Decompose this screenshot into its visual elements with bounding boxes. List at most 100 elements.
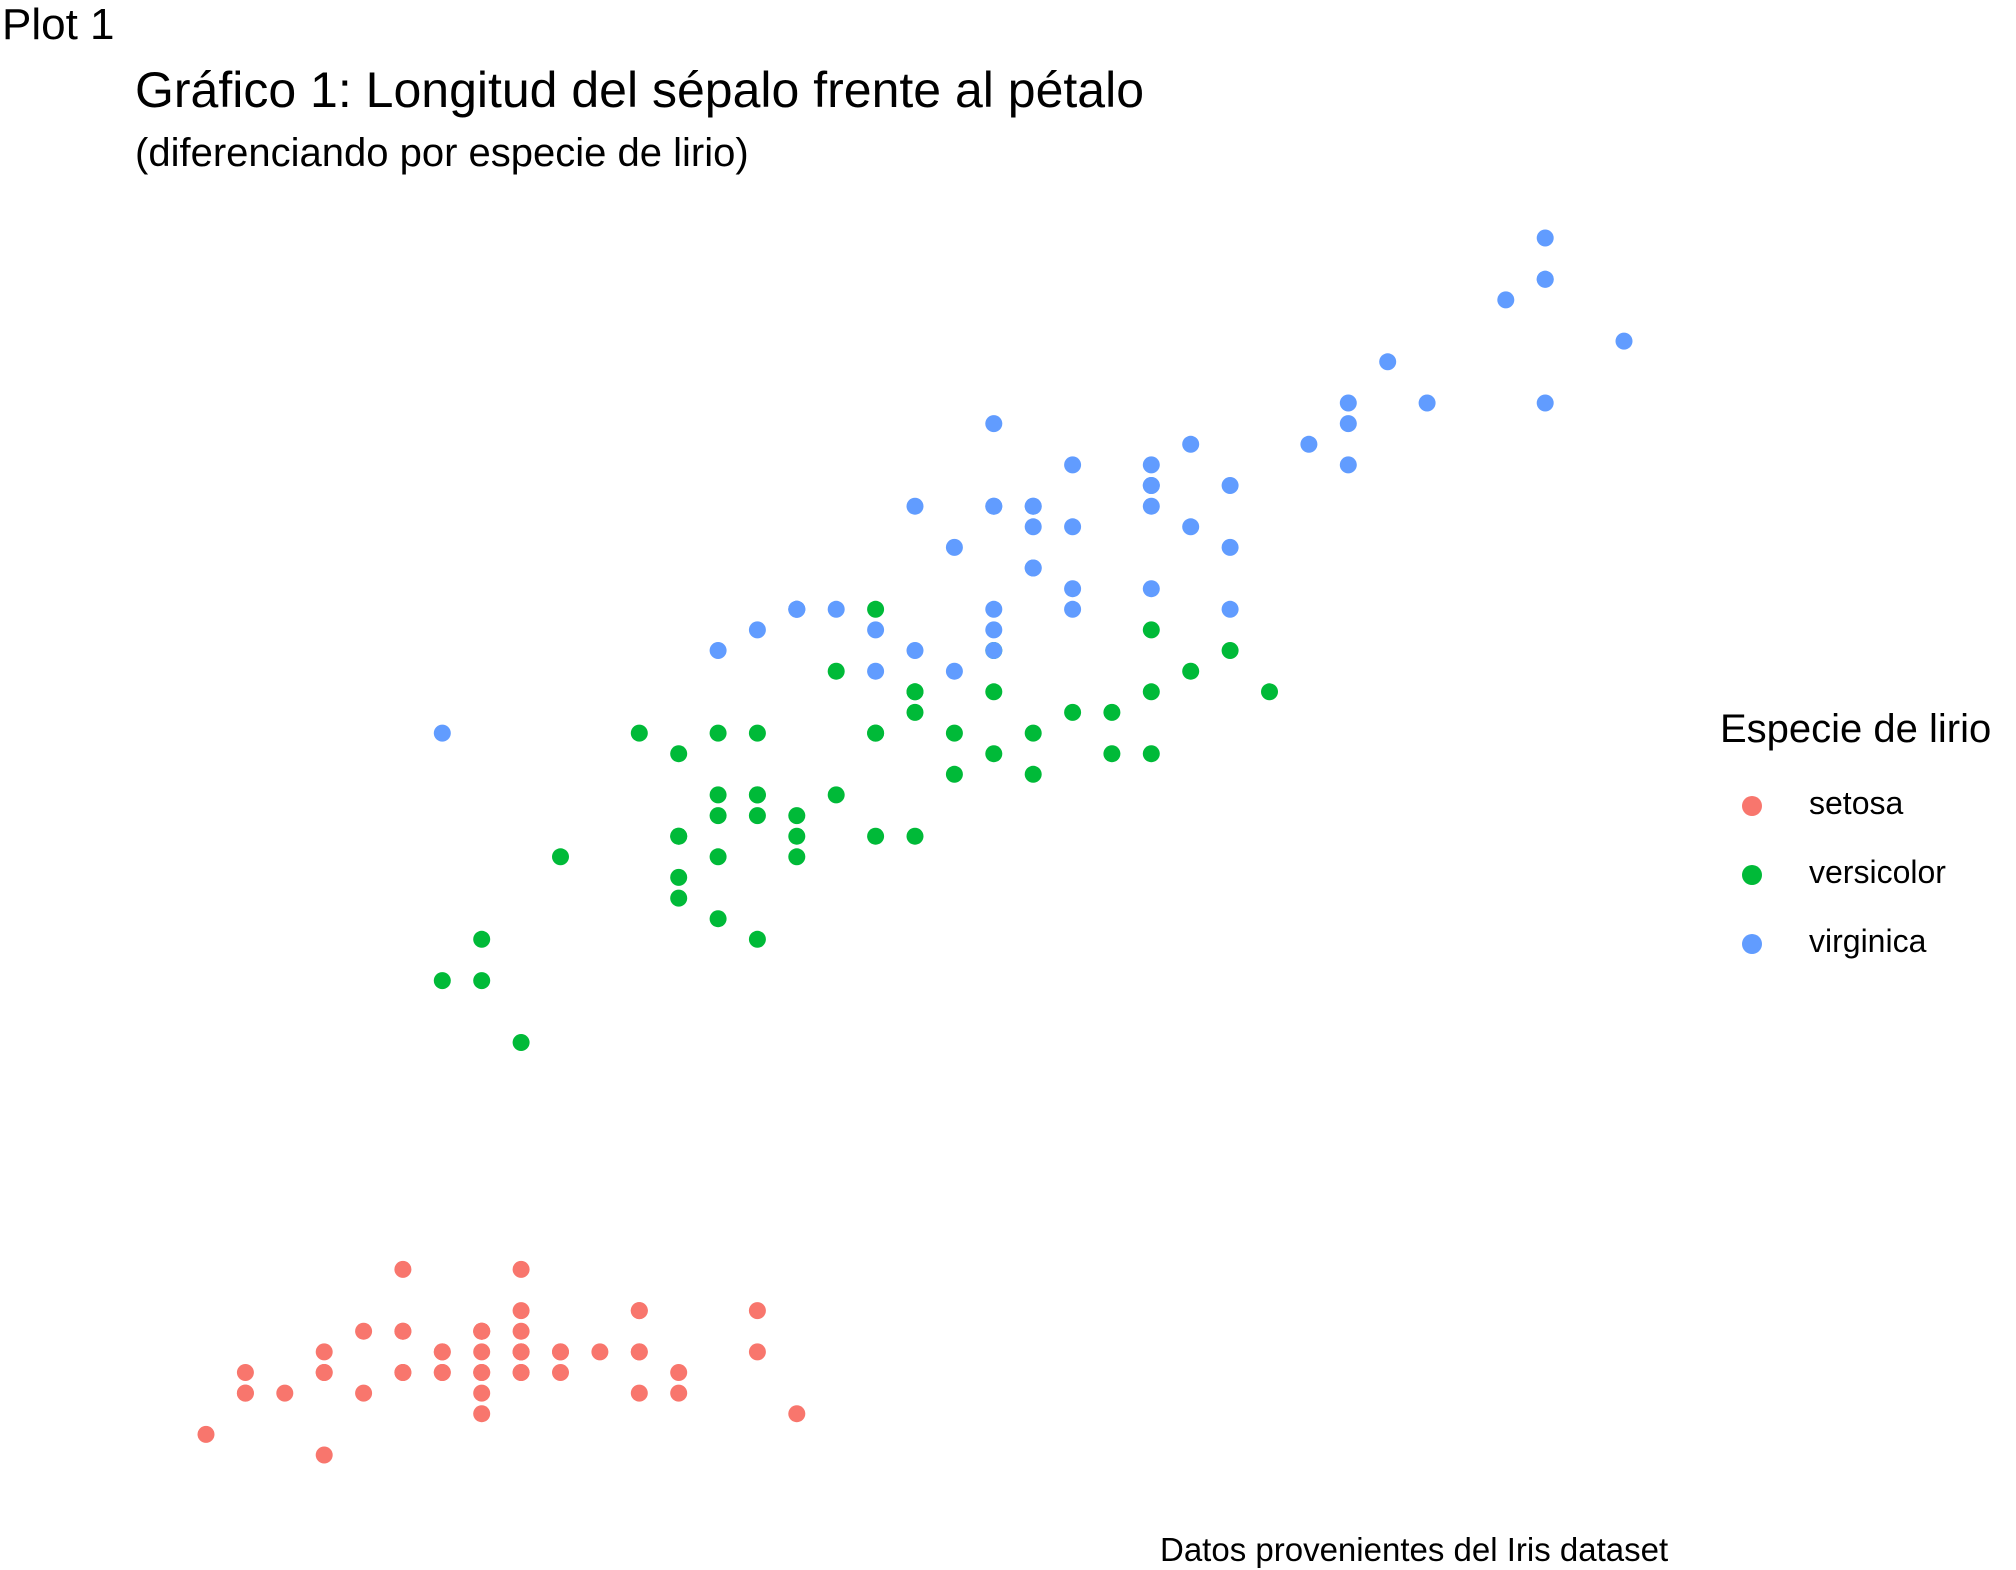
point-versicolor-38 xyxy=(709,807,727,825)
point-virginica-39 xyxy=(1221,538,1239,556)
point-setosa-30 xyxy=(394,1322,412,1340)
point-versicolor-31 xyxy=(670,889,688,907)
point-virginica-4 xyxy=(1064,456,1082,474)
point-versicolor-8 xyxy=(1103,703,1121,721)
point-setosa-46 xyxy=(512,1322,530,1340)
point-versicolor-14 xyxy=(709,910,727,928)
legend-item-setosa: setosa xyxy=(1720,785,2010,865)
point-setosa-34 xyxy=(433,1343,451,1361)
point-virginica-43 xyxy=(1182,435,1200,453)
point-virginica-35 xyxy=(1536,394,1554,412)
point-versicolor-30 xyxy=(670,868,688,886)
point-versicolor-23 xyxy=(906,683,924,701)
point-virginica-6 xyxy=(433,724,451,742)
point-setosa-35 xyxy=(473,1405,491,1423)
point-virginica-21 xyxy=(709,642,727,659)
point-setosa-28 xyxy=(552,1364,569,1381)
point-versicolor-48 xyxy=(512,1034,530,1051)
point-virginica-25 xyxy=(1339,415,1357,433)
point-virginica-16 xyxy=(1064,518,1082,536)
point-setosa-16 xyxy=(630,1384,648,1402)
legend-item-virginica: virginica xyxy=(1720,923,2010,1003)
point-setosa-13 xyxy=(197,1425,215,1443)
legend-key-virginica xyxy=(1742,934,1762,954)
point-setosa-8 xyxy=(236,1364,254,1381)
point-virginica-13 xyxy=(748,621,766,639)
point-setosa-24 xyxy=(394,1260,412,1278)
point-virginica-46 xyxy=(985,621,1003,639)
point-virginica-0 xyxy=(985,415,1003,433)
point-virginica-8 xyxy=(1142,456,1160,474)
plot-tag: Plot 1 xyxy=(2,0,115,49)
point-virginica-27 xyxy=(906,642,924,659)
chart-title: Gráfico 1: Longitud del sépalo frente al… xyxy=(135,62,1145,118)
point-virginica-37 xyxy=(1024,518,1042,536)
legend: Especie de lirio setosa versicolor virgi… xyxy=(1720,706,2010,1003)
point-versicolor-16 xyxy=(709,724,727,742)
point-setosa-43 xyxy=(473,1322,491,1340)
legend-label-virginica: virginica xyxy=(1809,923,1927,959)
legend-label-setosa: setosa xyxy=(1809,785,1904,821)
point-versicolor-33 xyxy=(867,600,885,618)
point-versicolor-44 xyxy=(709,786,727,804)
point-setosa-20 xyxy=(630,1302,648,1320)
point-virginica-31 xyxy=(1615,332,1633,350)
point-versicolor-19 xyxy=(709,848,727,866)
point-virginica-2 xyxy=(1300,435,1318,453)
point-versicolor-46 xyxy=(748,786,766,804)
point-virginica-26 xyxy=(945,662,963,680)
point-versicolor-12 xyxy=(867,827,885,845)
point-setosa-17 xyxy=(512,1364,530,1381)
point-versicolor-42 xyxy=(788,827,806,845)
point-virginica-12 xyxy=(1182,518,1200,536)
point-versicolor-32 xyxy=(788,848,806,866)
point-virginica-20 xyxy=(1221,477,1239,494)
point-virginica-38 xyxy=(867,662,885,680)
point-setosa-45 xyxy=(394,1364,412,1381)
point-virginica-45 xyxy=(1142,580,1160,598)
point-versicolor-4 xyxy=(1064,703,1082,721)
point-setosa-32 xyxy=(552,1343,569,1361)
point-setosa-33 xyxy=(670,1364,688,1381)
point-virginica-18 xyxy=(1536,229,1554,247)
point-virginica-9 xyxy=(1339,394,1357,412)
point-versicolor-43 xyxy=(473,972,491,990)
point-versicolor-24 xyxy=(1024,765,1042,783)
chart-caption: Datos provenientes del Iris dataset xyxy=(1160,1531,1669,1568)
point-versicolor-1 xyxy=(1024,724,1042,742)
point-virginica-47 xyxy=(1064,580,1082,598)
point-virginica-42 xyxy=(788,600,806,618)
point-setosa-18 xyxy=(748,1302,766,1320)
point-virginica-5 xyxy=(1497,291,1515,309)
point-versicolor-36 xyxy=(1142,683,1160,701)
point-setosa-42 xyxy=(236,1384,254,1402)
point-setosa-48 xyxy=(591,1343,609,1361)
point-virginica-7 xyxy=(1379,353,1397,371)
point-versicolor-18 xyxy=(945,724,963,742)
point-versicolor-27 xyxy=(1142,621,1160,639)
point-versicolor-26 xyxy=(1182,662,1200,680)
point-versicolor-40 xyxy=(670,745,688,763)
legend-key-versicolor xyxy=(1742,865,1762,885)
point-versicolor-41 xyxy=(906,703,924,721)
point-setosa-39 xyxy=(512,1343,530,1361)
point-versicolor-29 xyxy=(748,930,766,948)
point-versicolor-0 xyxy=(1261,683,1278,701)
point-virginica-49 xyxy=(827,600,845,618)
point-setosa-29 xyxy=(355,1322,373,1340)
point-versicolor-5 xyxy=(748,724,766,742)
point-versicolor-37 xyxy=(985,745,1003,763)
point-virginica-29 xyxy=(1339,456,1357,474)
point-setosa-2 xyxy=(355,1384,373,1402)
legend-item-versicolor: versicolor xyxy=(1720,854,2010,934)
point-virginica-48 xyxy=(945,538,963,556)
point-virginica-15 xyxy=(1024,559,1042,577)
point-versicolor-9 xyxy=(552,848,569,866)
point-setosa-36 xyxy=(670,1384,688,1402)
point-virginica-10 xyxy=(1064,600,1082,618)
point-versicolor-17 xyxy=(788,807,806,825)
point-virginica-19 xyxy=(867,621,885,639)
legend-key-setosa xyxy=(1742,796,1762,816)
point-versicolor-7 xyxy=(433,972,451,990)
